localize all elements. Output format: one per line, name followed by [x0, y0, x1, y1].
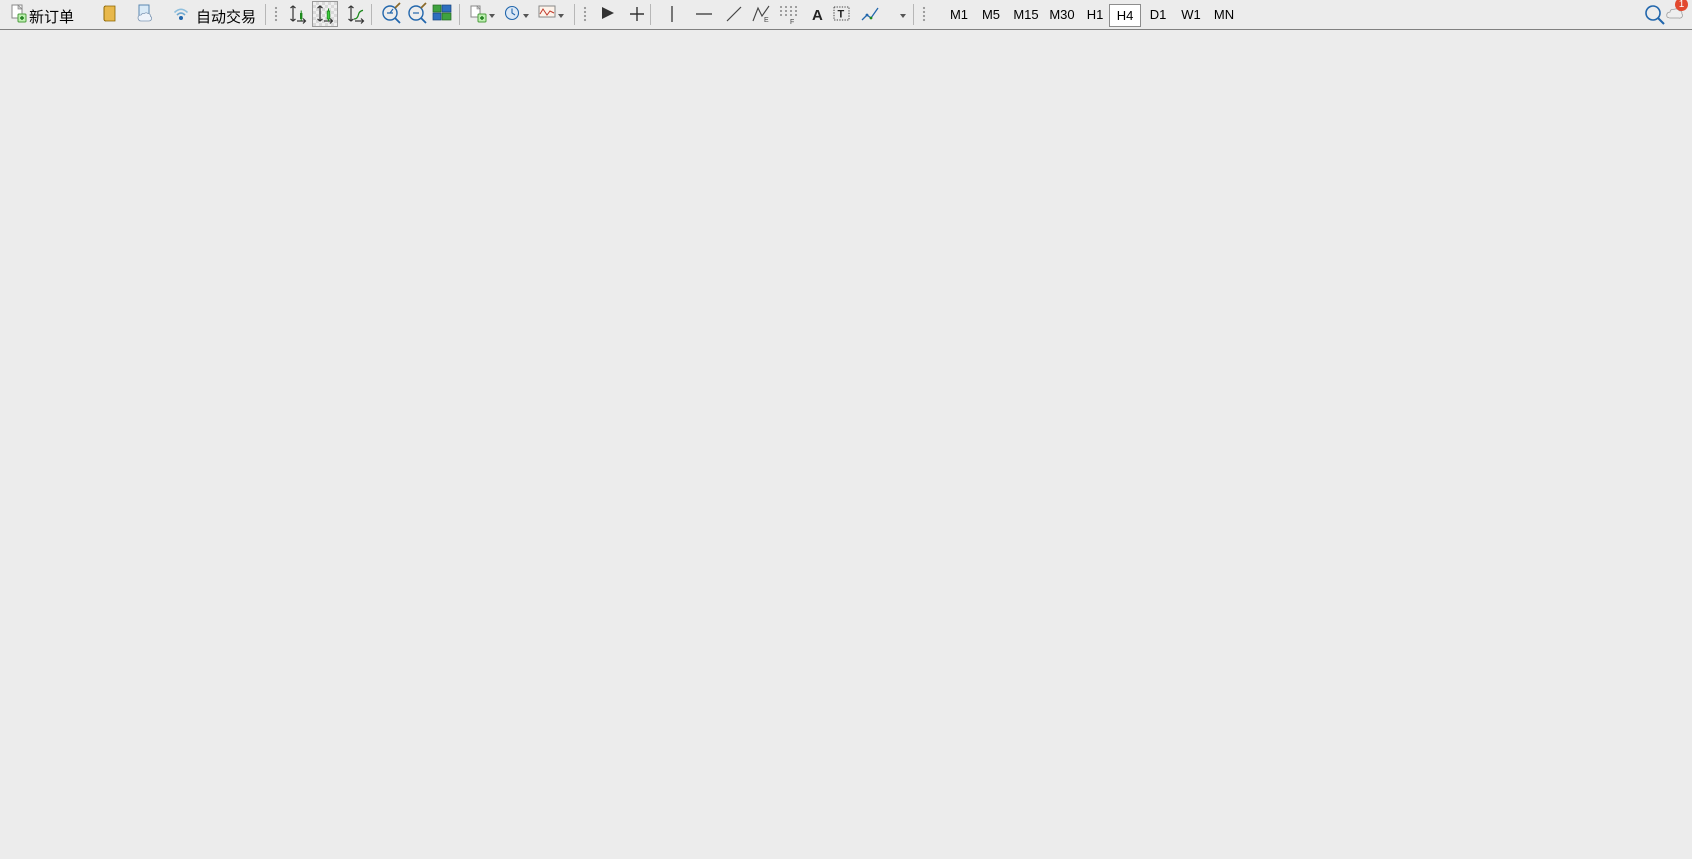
svg-text:E: E — [764, 17, 769, 24]
svg-text:T: T — [838, 9, 845, 21]
svg-text:F: F — [790, 19, 794, 26]
svg-text:A: A — [812, 7, 823, 24]
